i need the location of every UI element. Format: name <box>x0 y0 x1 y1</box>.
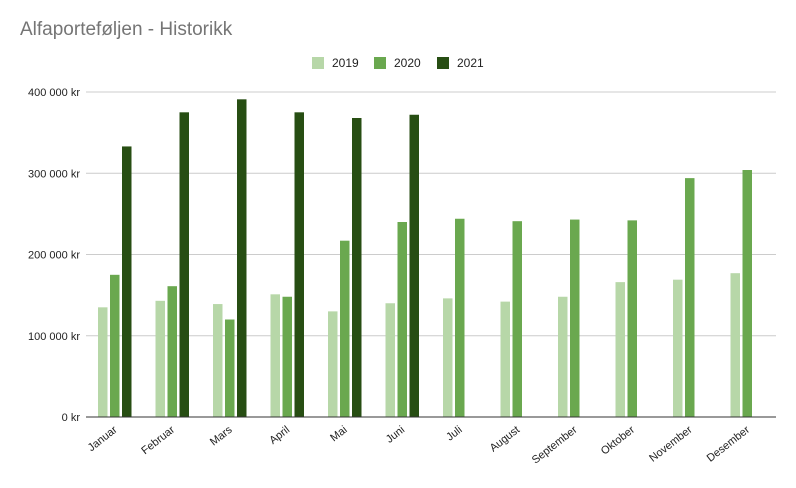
bar-2021-juni <box>409 114 419 417</box>
bar-2020-januar <box>110 274 120 417</box>
x-tick-label: November <box>647 424 695 465</box>
x-tick-label: Januar <box>86 424 120 454</box>
legend-label-2019: 2019 <box>332 56 359 70</box>
x-tick-label: Desember <box>705 424 753 465</box>
x-tick-label: Juni <box>384 424 407 446</box>
bar-2019-januar <box>98 307 108 417</box>
bar-2021-april <box>294 112 304 417</box>
gridlines <box>86 91 776 337</box>
x-tick-label: August <box>488 424 522 455</box>
bar-2020-mai <box>340 240 350 417</box>
legend-label-2021: 2021 <box>457 56 484 70</box>
bar-2020-august <box>512 221 522 417</box>
y-tick-label: 100 000 kr <box>28 331 80 343</box>
y-tick-label: 200 000 kr <box>28 250 80 262</box>
legend-label-2020: 2020 <box>394 56 421 70</box>
x-tick-label: Mai <box>328 424 349 444</box>
bar-2020-november <box>685 178 695 417</box>
bar-2021-mars <box>237 99 247 417</box>
x-tick-label: Mars <box>208 424 235 449</box>
x-tick-label: Februar <box>139 424 177 457</box>
y-tick-label: 400 000 kr <box>28 87 80 99</box>
bar-2020-mars <box>225 319 235 417</box>
bar-2019-september <box>558 296 568 417</box>
bar-2020-oktober <box>627 220 637 417</box>
bar-2019-november <box>673 279 683 417</box>
bar-2020-juli <box>455 218 465 417</box>
x-tick-label: Juli <box>444 424 464 444</box>
bar-2020-februar <box>167 286 177 417</box>
legend-swatch-2021 <box>437 57 449 69</box>
y-tick-label: 0 kr <box>62 412 81 424</box>
bar-2019-mars <box>213 304 223 417</box>
bar-2020-september <box>570 219 580 417</box>
bar-2021-februar <box>179 112 189 417</box>
x-tick-label: September <box>530 424 580 467</box>
bar-2019-april <box>270 294 280 417</box>
bar-2020-april <box>282 296 292 417</box>
x-tick-label: Oktober <box>599 424 637 458</box>
legend-swatch-2020 <box>374 57 386 69</box>
bar-2019-juni <box>385 303 395 417</box>
bar-2019-mai <box>328 311 338 417</box>
bar-2019-februar <box>155 300 165 417</box>
bar-2019-desember <box>730 273 740 417</box>
bar-2020-desember <box>742 170 752 417</box>
bar-2021-mai <box>352 118 362 417</box>
bar-2020-juni <box>397 222 407 417</box>
bar-2021-januar <box>122 146 132 417</box>
bar-2019-oktober <box>615 282 625 417</box>
bars <box>98 99 752 417</box>
chart-title: Alfaporteføljen - Historikk <box>20 19 233 40</box>
bar-2019-august <box>500 301 510 417</box>
x-tick-label: April <box>267 424 292 447</box>
legend-swatch-2019 <box>312 57 324 69</box>
y-tick-label: 300 000 kr <box>28 168 80 180</box>
bar-2019-juli <box>443 298 453 417</box>
legend: 2019 2020 2021 <box>312 56 484 70</box>
